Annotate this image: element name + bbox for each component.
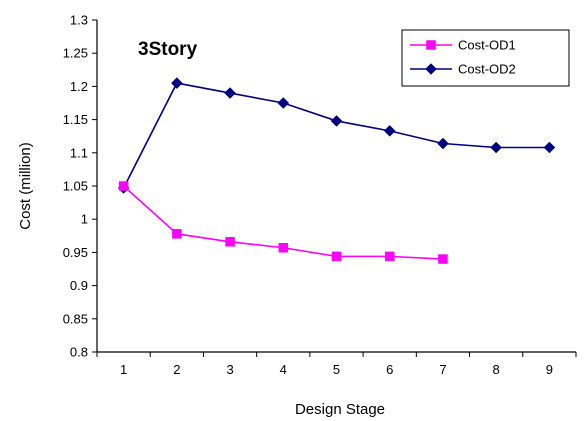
data-point-cost-od2 xyxy=(277,97,290,109)
data-point-cost-od2 xyxy=(224,87,236,99)
x-tick-label: 9 xyxy=(546,362,553,377)
x-axis-title: Design Stage xyxy=(295,401,385,418)
legend-marker xyxy=(426,40,436,50)
y-tick-label: 0.9 xyxy=(70,278,88,293)
data-point-cost-od1 xyxy=(384,251,395,262)
y-axis-title: Cost (million) xyxy=(17,142,34,230)
legend-item-cost-od1: Cost-OD1 xyxy=(410,38,516,53)
data-point-cost-od2 xyxy=(383,125,396,137)
y-tick-label: 0.85 xyxy=(63,311,88,326)
data-point-cost-od1 xyxy=(225,237,235,247)
y-tick-label: 1.2 xyxy=(70,79,88,94)
legend-item-cost-od2: Cost-OD2 xyxy=(410,62,516,77)
y-axis-ticks: 0.8 0.85 0.9 0.95 1 1.05 1.1 1.15 1.2 1.25 1.3 xyxy=(63,13,97,360)
y-tick-label: 1.15 xyxy=(63,112,88,127)
y-tick-label: 1.05 xyxy=(63,179,88,194)
legend-box xyxy=(401,29,570,87)
y-tick-label: 1 xyxy=(81,212,88,227)
x-tick-label: 5 xyxy=(333,362,340,377)
data-point-cost-od2 xyxy=(330,115,343,127)
x-tick-label: 3 xyxy=(226,362,233,377)
y-tick-label: 0.8 xyxy=(70,345,88,360)
x-tick-label: 4 xyxy=(280,362,287,377)
x-tick-label: 7 xyxy=(439,362,446,377)
data-point-cost-od2 xyxy=(543,141,556,154)
data-point-cost-od1 xyxy=(278,243,289,253)
x-tick-label: 1 xyxy=(120,362,127,377)
data-point-cost-od1 xyxy=(118,181,129,191)
series-layer xyxy=(117,77,556,264)
x-tick-label: 2 xyxy=(173,362,180,377)
legend-label: Cost-OD1 xyxy=(458,38,516,53)
y-tick-label: 1.25 xyxy=(63,46,88,61)
data-point-cost-od1 xyxy=(438,254,448,264)
legend: Cost-OD1 Cost-OD2 xyxy=(401,29,570,87)
x-axis-ticks: 1 2 3 4 5 6 7 8 9 xyxy=(96,352,577,377)
legend-marker xyxy=(425,63,437,75)
series-cost-od2 xyxy=(117,77,556,194)
data-point-cost-od2 xyxy=(437,137,449,150)
legend-label: Cost-OD2 xyxy=(458,62,516,77)
x-tick-label: 8 xyxy=(493,362,500,377)
series-cost-od1 xyxy=(118,181,448,264)
data-point-cost-od1 xyxy=(331,251,342,262)
data-point-cost-od1 xyxy=(172,229,182,239)
chart-title: 3Story xyxy=(138,39,198,60)
y-tick-label: 1.3 xyxy=(70,13,88,28)
data-point-cost-od2 xyxy=(170,77,183,89)
x-tick-label: 6 xyxy=(386,362,393,377)
y-tick-label: 0.95 xyxy=(63,245,88,260)
data-point-cost-od2 xyxy=(490,141,503,154)
y-tick-label: 1.1 xyxy=(70,145,88,160)
